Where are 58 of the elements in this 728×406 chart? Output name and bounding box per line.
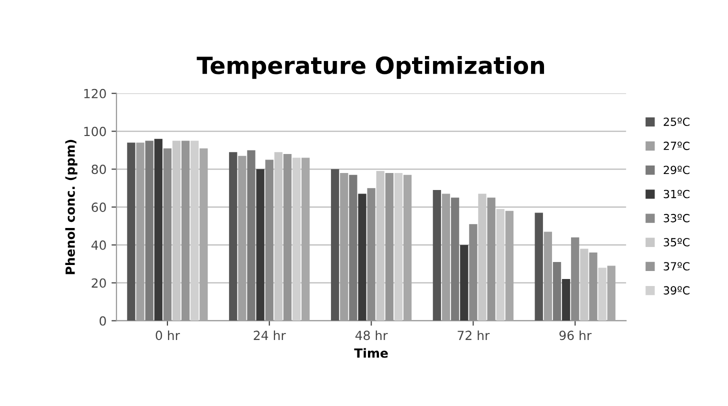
bar — [274, 152, 282, 321]
bar — [330, 169, 340, 321]
legend-label: 29ºC — [664, 166, 690, 174]
legend-label: 27ºC — [664, 142, 690, 150]
bar — [190, 140, 199, 321]
bar — [598, 268, 606, 321]
y-tick-label: 20 — [92, 278, 106, 288]
x-tick-label: 72 hr — [458, 330, 490, 340]
bar — [376, 171, 384, 321]
bar — [496, 208, 504, 321]
bar — [432, 190, 442, 321]
legend-label: 37ºC — [664, 262, 690, 270]
bar — [302, 158, 310, 321]
bar — [349, 174, 358, 321]
y-tick-label: 60 — [92, 202, 106, 212]
bar — [265, 160, 274, 321]
legend-label: 25ºC — [664, 118, 690, 126]
bar — [127, 142, 136, 321]
bar — [451, 198, 460, 321]
x-tick-label: 48 hr — [355, 330, 388, 340]
bar — [562, 279, 570, 321]
bar — [292, 158, 301, 321]
chart-title: Temperature Optimization — [196, 56, 544, 79]
x-tick-label: 24 hr — [254, 330, 286, 340]
bar — [580, 248, 588, 321]
bar — [256, 169, 264, 321]
y-tick-label: 120 — [84, 88, 106, 98]
bar — [505, 210, 514, 321]
bar — [367, 188, 376, 321]
x-axis-title: Time — [354, 348, 388, 358]
bar — [469, 224, 478, 321]
y-tick-label: 40 — [91, 240, 106, 250]
bar — [247, 150, 256, 321]
legend-label: 31ºC — [664, 190, 690, 198]
bar — [154, 138, 162, 321]
bar — [358, 194, 366, 321]
y-axis-title: Phenol conc. (ppm) — [65, 140, 78, 274]
bar — [460, 244, 468, 321]
bar — [607, 266, 616, 321]
legend-label: 39ºC — [664, 286, 690, 295]
bar — [200, 148, 208, 321]
bar — [172, 140, 181, 321]
bar — [229, 152, 238, 321]
y-tick-label: 0 — [100, 316, 106, 326]
bar — [394, 172, 403, 321]
bar — [534, 212, 543, 321]
legend-label: 35ºC — [664, 238, 690, 246]
legend-label: 33ºC — [664, 214, 690, 222]
bar — [403, 174, 412, 321]
x-tick-label: 96 hr — [559, 330, 592, 340]
bar — [163, 148, 172, 321]
y-tick-label: 80 — [92, 164, 106, 174]
bar — [478, 194, 486, 321]
bar — [145, 140, 154, 321]
bar — [552, 262, 562, 321]
y-tick-label: 100 — [84, 126, 106, 136]
bar — [571, 237, 580, 321]
x-tick-label: 0 hr — [156, 330, 180, 340]
